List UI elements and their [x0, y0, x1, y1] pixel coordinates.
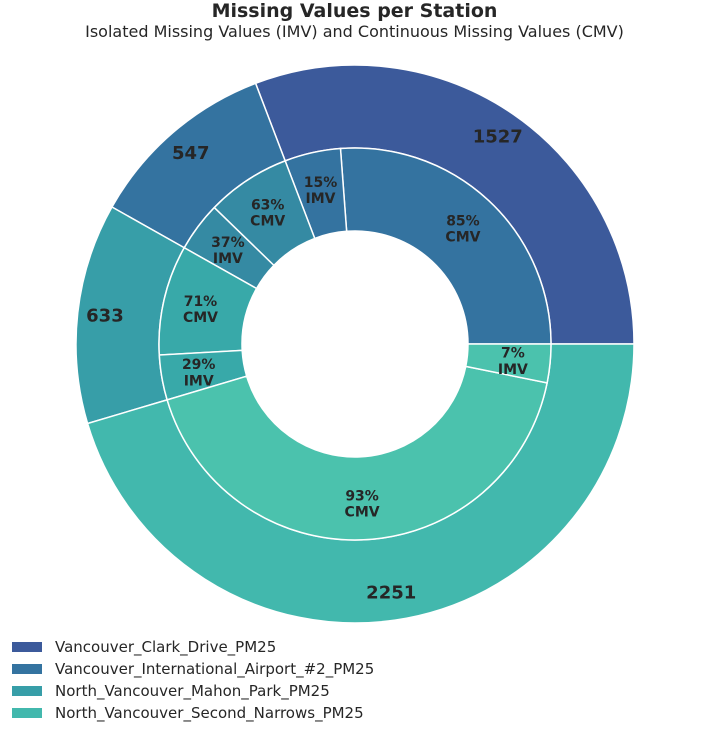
inner-percent-label: 29% IMV [182, 357, 216, 389]
legend-item: North_Vancouver_Mahon_Park_PM25 [12, 680, 374, 702]
outer-value-label: 2251 [366, 583, 416, 604]
chart-title: Missing Values per Station [211, 0, 498, 22]
legend-label: Vancouver_International_Airport_#2_PM25 [55, 660, 375, 678]
legend-swatch [12, 664, 42, 674]
outer-value-label: 633 [86, 305, 124, 326]
legend-swatch [12, 708, 42, 718]
legend-label: North_Vancouver_Second_Narrows_PM25 [55, 704, 364, 722]
inner-slice [166, 365, 548, 541]
chart-subtitle: Isolated Missing Values (IMV) and Contin… [85, 22, 624, 41]
legend: Vancouver_Clark_Drive_PM25 Vancouver_Int… [12, 636, 374, 724]
legend-item: North_Vancouver_Second_Narrows_PM25 [12, 702, 374, 724]
inner-percent-label: 37% IMV [211, 235, 245, 267]
outer-value-label: 547 [172, 143, 210, 164]
outer-value-label: 1527 [473, 126, 523, 147]
legend-swatch [12, 642, 42, 652]
inner-percent-label: 63% CMV [250, 197, 285, 229]
inner-percent-label: 7% IMV [498, 346, 528, 378]
legend-label: Vancouver_Clark_Drive_PM25 [55, 638, 277, 656]
inner-percent-label: 85% CMV [445, 214, 480, 246]
inner-ring [158, 147, 552, 541]
legend-label: North_Vancouver_Mahon_Park_PM25 [55, 682, 330, 700]
legend-item: Vancouver_International_Airport_#2_PM25 [12, 658, 374, 680]
legend-item: Vancouver_Clark_Drive_PM25 [12, 636, 374, 658]
inner-percent-label: 93% CMV [345, 488, 380, 520]
inner-percent-label: 71% CMV [183, 294, 218, 326]
inner-slice [464, 343, 552, 384]
inner-percent-label: 15% IMV [304, 175, 338, 207]
legend-swatch [12, 686, 42, 696]
inner-slice [339, 147, 552, 345]
